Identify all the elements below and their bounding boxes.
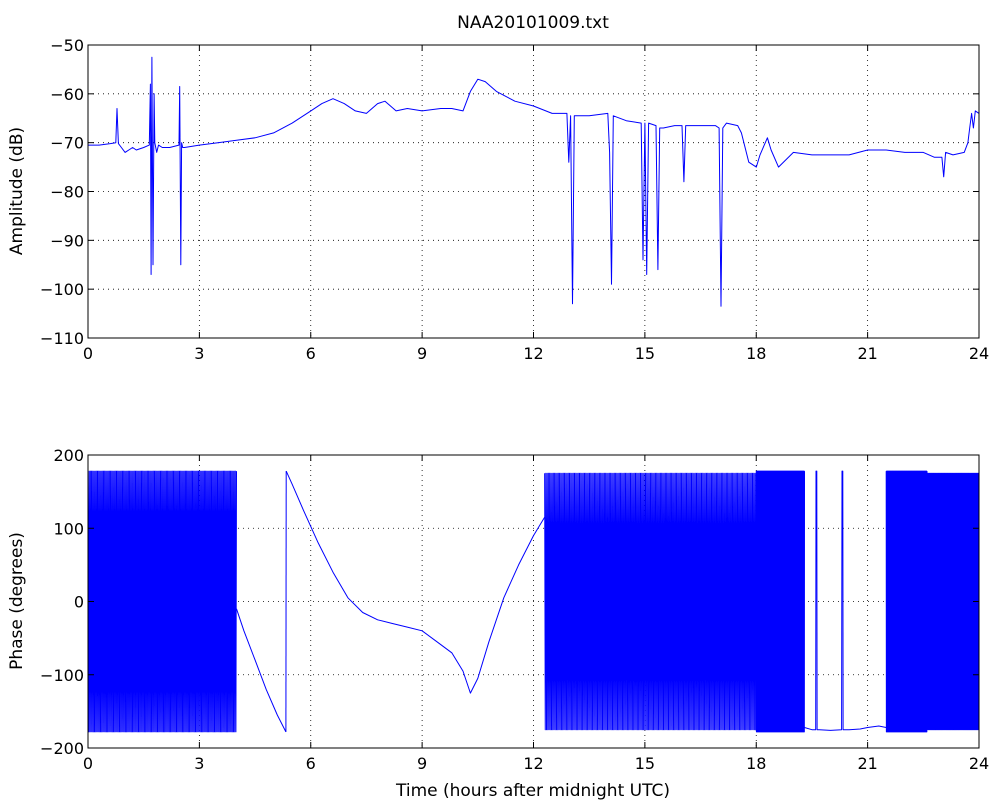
- amplitude-y-axis-label: Amplitude (dB): [7, 127, 27, 255]
- amplitude-y-tick-label: −90: [50, 231, 84, 250]
- phase-y-axis-label: Phase (degrees): [7, 532, 27, 670]
- phase-x-tick-label: 12: [523, 754, 543, 773]
- amplitude-y-tick-label: −50: [50, 36, 84, 55]
- phase-x-tick-label: 24: [969, 754, 989, 773]
- figure-title: NAA20101009.txt: [457, 13, 609, 33]
- phase-series-segment: [885, 470, 928, 733]
- phase-grid: [88, 455, 979, 748]
- phase-series-segment: [285, 470, 546, 694]
- phase-series-segment: [926, 472, 980, 731]
- amplitude-y-tick-label: −60: [50, 85, 84, 104]
- phase-x-axis-label: Time (hours after midnight UTC): [395, 781, 670, 801]
- phase-y-tick-label: 0: [74, 593, 84, 612]
- phase-ticks: 0 3 6 9 12 15 18 21 24 −200 −100 0 100 200: [40, 446, 989, 773]
- phase-series-segment: [804, 470, 887, 731]
- amplitude-y-tick-label: −70: [50, 134, 84, 153]
- phase-y-tick-label: −100: [40, 666, 84, 685]
- amplitude-x-tick-label: 0: [83, 344, 93, 363]
- phase-x-tick-label: 21: [857, 754, 877, 773]
- amplitude-x-tick-label: 15: [635, 344, 655, 363]
- amplitude-x-tick-label: 18: [746, 344, 766, 363]
- phase-panel: 0 3 6 9 12 15 18 21 24 −200 −100 0 100 200 Phase (deg…: [7, 446, 989, 801]
- phase-x-tick-label: 15: [635, 754, 655, 773]
- phase-series-segment: [87, 470, 237, 733]
- amplitude-x-tick-label: 12: [523, 344, 543, 363]
- amplitude-x-tick-label: 6: [306, 344, 316, 363]
- amplitude-y-tick-label: −100: [40, 280, 84, 299]
- amplitude-grid: [88, 45, 979, 338]
- phase-series-segment: [755, 470, 806, 733]
- phase-series-segment: [236, 608, 287, 733]
- phase-x-tick-label: 9: [417, 754, 427, 773]
- phase-y-tick-label: 200: [53, 446, 84, 465]
- phase-y-tick-label: 100: [53, 519, 84, 538]
- amplitude-series: [88, 56, 980, 307]
- amplitude-series-line: [88, 56, 980, 307]
- amplitude-y-tick-label: −110: [40, 329, 84, 348]
- phase-series: [87, 470, 980, 733]
- amplitude-x-tick-label: 3: [194, 344, 204, 363]
- phase-x-tick-label: 6: [306, 754, 316, 773]
- phase-y-tick-label: −200: [40, 739, 84, 758]
- amplitude-panel: 0 3 6 9 12 15 18 21 24 −110 −100 −90 −80 −70 −60 −50 Am…: [7, 36, 989, 363]
- phase-x-tick-label: 18: [746, 754, 766, 773]
- phase-x-tick-label: 3: [194, 754, 204, 773]
- amplitude-x-tick-label: 24: [969, 344, 989, 363]
- phase-x-tick-label: 0: [83, 754, 93, 773]
- amplitude-x-tick-label: 21: [857, 344, 877, 363]
- amplitude-x-tick-label: 9: [417, 344, 427, 363]
- amplitude-ticks: 0 3 6 9 12 15 18 21 24 −110 −100 −90 −80 −70 −60 −50: [40, 36, 989, 363]
- phase-series-segment: [544, 472, 757, 731]
- amplitude-y-tick-label: −80: [50, 183, 84, 202]
